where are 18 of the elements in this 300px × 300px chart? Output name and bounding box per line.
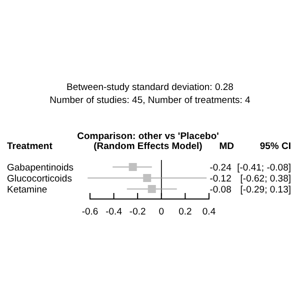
x-tick-label: 0.4 — [202, 206, 216, 218]
data-label: -0.08 [-0.29; 0.13] — [210, 184, 291, 196]
x-tick-label: 0.2 — [178, 206, 192, 218]
x-tick-label: 0 — [158, 206, 164, 218]
y-tick-label: Glucocorticoids — [7, 174, 72, 184]
y-tick-label: Gabapentinoids — [7, 162, 74, 174]
x-tick-label: -0.2 — [129, 206, 146, 218]
text: 95% CI — [260, 141, 291, 152]
text: Between-study standard deviation: 0.28 — [66, 82, 234, 93]
text: Number of studies: 45, Number of treatments: 4 — [50, 95, 250, 106]
x-tick-label: -0.6 — [82, 206, 98, 218]
data-label: -0.24 [-0.41; -0.08] — [210, 162, 291, 174]
y-tick-label: Ketamine — [7, 184, 48, 196]
y-axis-title: Treatment — [7, 141, 54, 152]
chart-title: Comparison: other vs 'Placebo' (Random Effects Model) — [77, 131, 219, 152]
data-label: -0.12 [-0.62; 0.38] — [210, 174, 291, 184]
x-tick-label: -0.4 — [106, 206, 122, 218]
text: MD — [219, 141, 234, 152]
